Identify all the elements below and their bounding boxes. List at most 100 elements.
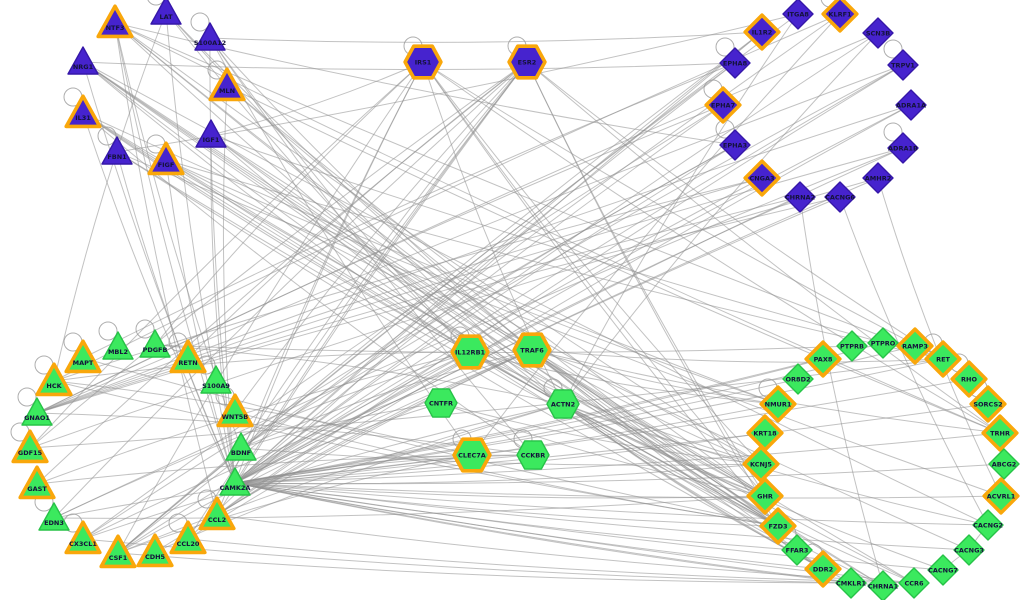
graph-node-ptprb[interactable]: PTPRB xyxy=(836,330,868,362)
graph-node-actn2[interactable]: ACTN2 xyxy=(546,389,580,419)
green-diamond-icon[interactable] xyxy=(969,385,1007,423)
graph-node-cntfr[interactable]: CNTFR xyxy=(424,388,458,418)
purple-hexagon-icon[interactable] xyxy=(403,44,443,80)
purple-diamond-icon[interactable] xyxy=(821,0,859,33)
green-diamond-icon[interactable] xyxy=(759,385,797,423)
graph-node-mapt[interactable]: MAPT xyxy=(64,339,102,374)
green-diamond-icon[interactable] xyxy=(781,534,813,566)
green-triangle-icon[interactable] xyxy=(198,496,236,531)
purple-triangle-icon[interactable] xyxy=(195,119,227,148)
graph-node-traf6[interactable]: TRAF6 xyxy=(512,332,552,368)
graph-node-rho[interactable]: RHO xyxy=(950,360,988,398)
graph-node-itga8[interactable]: ITGA8 xyxy=(782,0,814,30)
purple-diamond-icon[interactable] xyxy=(862,17,894,49)
green-diamond-icon[interactable] xyxy=(953,534,985,566)
purple-diamond-icon[interactable] xyxy=(719,47,751,79)
green-diamond-icon[interactable] xyxy=(927,554,959,586)
graph-node-igf1[interactable]: IGF1 xyxy=(195,119,227,148)
green-diamond-icon[interactable] xyxy=(981,414,1019,452)
green-diamond-icon[interactable] xyxy=(982,477,1020,515)
graph-node-lat[interactable]: LAT xyxy=(150,0,182,25)
purple-diamond-icon[interactable] xyxy=(743,13,781,51)
green-diamond-icon[interactable] xyxy=(867,570,899,600)
green-diamond-icon[interactable] xyxy=(746,414,784,452)
purple-triangle-icon[interactable] xyxy=(208,67,246,102)
graph-node-cx3cl1[interactable]: CX3CL1 xyxy=(64,520,102,555)
green-hexagon-icon[interactable] xyxy=(516,440,550,470)
graph-node-ccr6[interactable]: CCR6 xyxy=(898,567,930,599)
green-triangle-icon[interactable] xyxy=(38,502,70,531)
green-triangle-icon[interactable] xyxy=(18,465,56,500)
purple-hexagon-icon[interactable] xyxy=(507,44,547,80)
green-triangle-icon[interactable] xyxy=(169,520,207,555)
green-triangle-icon[interactable] xyxy=(21,397,53,426)
green-triangle-icon[interactable] xyxy=(64,339,102,374)
purple-diamond-icon[interactable] xyxy=(784,181,816,213)
green-diamond-icon[interactable] xyxy=(759,507,797,545)
graph-node-trpv1[interactable]: TRPV1 xyxy=(887,49,919,81)
green-diamond-icon[interactable] xyxy=(950,360,988,398)
graph-node-acvrl1[interactable]: ACVRL1 xyxy=(982,477,1020,515)
green-triangle-icon[interactable] xyxy=(35,362,73,397)
green-triangle-icon[interactable] xyxy=(102,331,134,360)
graph-node-irs1[interactable]: IRS1 xyxy=(403,44,443,80)
graph-node-ntf3[interactable]: NTF3 xyxy=(96,4,134,39)
graph-node-chrna1[interactable]: CHRNA1 xyxy=(867,570,899,600)
purple-diamond-icon[interactable] xyxy=(743,159,781,197)
green-triangle-icon[interactable] xyxy=(136,533,174,568)
graph-node-cacng6[interactable]: CACNG6 xyxy=(824,181,856,213)
purple-diamond-icon[interactable] xyxy=(782,0,814,30)
purple-triangle-icon[interactable] xyxy=(147,141,185,176)
graph-node-il12rb1[interactable]: IL12RB1 xyxy=(450,334,490,370)
green-diamond-icon[interactable] xyxy=(804,340,842,378)
green-diamond-icon[interactable] xyxy=(896,327,934,365)
green-hexagon-icon[interactable] xyxy=(546,389,580,419)
green-diamond-icon[interactable] xyxy=(835,567,867,599)
green-triangle-icon[interactable] xyxy=(99,534,137,569)
green-triangle-icon[interactable] xyxy=(200,365,232,394)
green-diamond-icon[interactable] xyxy=(804,550,842,588)
purple-diamond-icon[interactable] xyxy=(887,132,919,164)
graph-node-adra1a[interactable]: ADRA1A xyxy=(895,89,927,121)
green-diamond-icon[interactable] xyxy=(746,477,784,515)
graph-node-esr2[interactable]: ESR2 xyxy=(507,44,547,80)
graph-node-s100a12[interactable]: S100A12 xyxy=(194,22,226,51)
graph-node-cckbr[interactable]: CCKBR xyxy=(516,440,550,470)
graph-node-clec7a[interactable]: CLEC7A xyxy=(452,437,492,473)
purple-triangle-icon[interactable] xyxy=(67,46,99,75)
purple-triangle-icon[interactable] xyxy=(96,4,134,39)
graph-node-cacng2[interactable]: CACNG2 xyxy=(972,509,1004,541)
green-diamond-icon[interactable] xyxy=(867,327,899,359)
purple-diamond-icon[interactable] xyxy=(862,162,894,194)
purple-diamond-icon[interactable] xyxy=(824,181,856,213)
green-triangle-icon[interactable] xyxy=(11,429,49,464)
green-triangle-icon[interactable] xyxy=(219,467,251,496)
graph-node-cnga3[interactable]: CNGA3 xyxy=(743,159,781,197)
graph-node-gnao1[interactable]: GNAO1 xyxy=(21,397,53,426)
green-diamond-icon[interactable] xyxy=(972,509,1004,541)
graph-node-amhr2[interactable]: AMHR2 xyxy=(862,162,894,194)
graph-node-adra1b[interactable]: ADRA1B xyxy=(887,132,919,164)
graph-node-abcg2[interactable]: ABCG2 xyxy=(988,448,1020,480)
purple-triangle-icon[interactable] xyxy=(64,94,102,129)
green-hexagon-icon[interactable] xyxy=(512,332,552,368)
green-diamond-icon[interactable] xyxy=(988,448,1020,480)
purple-diamond-icon[interactable] xyxy=(895,89,927,121)
purple-diamond-icon[interactable] xyxy=(719,129,751,161)
green-diamond-icon[interactable] xyxy=(782,363,814,395)
green-hexagon-icon[interactable] xyxy=(452,437,492,473)
graph-node-pdgfb[interactable]: PDGFB xyxy=(139,329,171,358)
green-diamond-icon[interactable] xyxy=(742,445,780,483)
purple-triangle-icon[interactable] xyxy=(194,22,226,51)
green-hexagon-icon[interactable] xyxy=(450,334,490,370)
green-hexagon-icon[interactable] xyxy=(424,388,458,418)
green-diamond-icon[interactable] xyxy=(898,567,930,599)
graph-node-nrg1[interactable]: NRG1 xyxy=(67,46,99,75)
purple-diamond-icon[interactable] xyxy=(887,49,919,81)
green-triangle-icon[interactable] xyxy=(225,432,257,461)
graph-node-cacng7[interactable]: CACNG7 xyxy=(927,554,959,586)
green-triangle-icon[interactable] xyxy=(216,393,254,428)
graph-node-cdh5[interactable]: CDH5 xyxy=(136,533,174,568)
purple-triangle-icon[interactable] xyxy=(150,0,182,25)
green-diamond-icon[interactable] xyxy=(836,330,868,362)
